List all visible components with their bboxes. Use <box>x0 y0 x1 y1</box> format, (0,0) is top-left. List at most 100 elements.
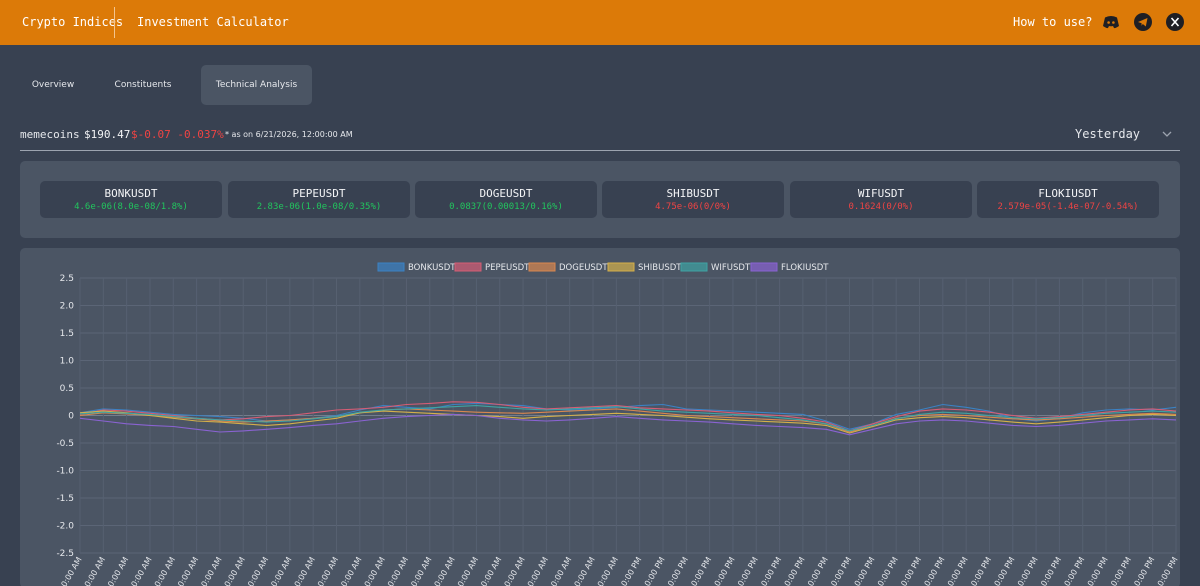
ticker-value: 4.6e-06(8.0e-08/1.8%) <box>74 202 188 212</box>
ticker-value: 2.579e-05(-1.4e-07/-0.54%) <box>997 202 1139 212</box>
x-tick-label: 0:00 PM <box>969 555 993 586</box>
series-line-shibusdt <box>79 410 1177 434</box>
legend-swatch <box>750 262 778 272</box>
x-tick-label: 0:00 AM <box>153 555 177 586</box>
ticker-card-dogeusdt[interactable]: DOGEUSDT 0.0837(0.00013/0.16%) <box>415 181 597 218</box>
x-tick-label: 0:00 PM <box>876 555 900 586</box>
brand-link[interactable]: Crypto Indices <box>22 15 124 29</box>
y-tick-label: 0.5 <box>60 384 74 394</box>
legend-label: PEPEUSDT <box>485 263 530 273</box>
chart-panel: 2.5 2.0 1.5 1.0 0.5 0 -0.5 -1.0 -1.5 -2.0 -2.5 0:00… <box>20 248 1180 586</box>
x-tick-label: 0:00 PM <box>946 555 970 586</box>
x-tick-label: 0:00 PM <box>806 555 830 586</box>
how-to-use-link[interactable]: How to use? <box>1013 15 1093 29</box>
legend-swatch <box>607 262 635 272</box>
x-tick-label: 0:00 PM <box>643 555 667 586</box>
legend-label: WIFUSDT <box>711 263 751 273</box>
y-tick-label: -0.5 <box>56 439 74 449</box>
x-tick-label: 0:00 PM <box>1063 555 1087 586</box>
x-tick-label: 0:00 PM <box>713 555 737 586</box>
x-tick-label: 0:00 PM <box>759 555 783 586</box>
x-tick-label: 0:00 AM <box>573 555 597 586</box>
ticker-value: 0.1624(0/0%) <box>848 202 914 212</box>
x-tick-label: 0:00 PM <box>1156 555 1180 586</box>
discord-icon[interactable] <box>1102 13 1120 31</box>
series-line-pepeusdt <box>79 401 1177 432</box>
ticker-value: 0.0837(0.00013/0.16%) <box>449 202 563 212</box>
x-tick-label: 0:00 PM <box>736 555 760 586</box>
y-tick-label: 2.0 <box>60 302 75 312</box>
range-select[interactable]: Yesterday <box>1075 127 1141 141</box>
x-tick-label: 0:00 PM <box>923 555 947 586</box>
legend-label: FLOKIUSDT <box>781 263 829 273</box>
x-tick-label: 0:00 AM <box>106 555 130 586</box>
x-tick-label: 0:00 AM <box>386 555 410 586</box>
y-tick-label: 2.5 <box>60 274 74 284</box>
y-tick-label: -2.0 <box>56 522 74 532</box>
y-tick-label: -1.0 <box>56 467 74 477</box>
legend-swatch <box>377 262 405 272</box>
x-tick-label: 0:00 AM <box>363 555 387 586</box>
index-change: $-0.07 -0.037% <box>131 128 224 141</box>
x-tick-label: 0:00 AM <box>596 555 620 586</box>
x-tick-label: 0:00 AM <box>59 555 83 586</box>
header-divider <box>20 150 1180 151</box>
ticker-card-flokiusdt[interactable]: FLOKIUSDT 2.579e-05(-1.4e-07/-0.54%) <box>977 181 1159 218</box>
x-tick-label: 0:00 PM <box>1039 555 1063 586</box>
x-tick-label: 0:00 PM <box>899 555 923 586</box>
x-tick-label: 0:00 PM <box>689 555 713 586</box>
x-tick-label: 0:00 AM <box>129 555 153 586</box>
tab-overview[interactable]: Overview <box>31 80 75 90</box>
x-tick-label: 0:00 AM <box>479 555 503 586</box>
ticker-name: FLOKIUSDT <box>1038 187 1098 200</box>
x-icon[interactable] <box>1166 13 1184 31</box>
x-tick-label: 0:00 PM <box>783 555 807 586</box>
ticker-name: BONKUSDT <box>104 187 158 200</box>
ticker-card-shibusdt[interactable]: SHIBUSDT 4.75e-06(0/0%) <box>602 181 784 218</box>
series-line-wifusdt <box>79 405 1177 432</box>
y-tick-label: 1.0 <box>60 357 75 367</box>
x-tick-label: 0:00 AM <box>456 555 480 586</box>
nav-divider <box>114 7 115 38</box>
ticker-card-bonkusdt[interactable]: BONKUSDT 4.6e-06(8.0e-08/1.8%) <box>40 181 222 218</box>
x-tick-label: 0:00 PM <box>829 555 853 586</box>
x-tick-label: 0:00 AM <box>293 555 317 586</box>
x-tick-label: 0:00 PM <box>666 555 690 586</box>
ticker-name: SHIBUSDT <box>666 187 720 200</box>
tab-technical-analysis[interactable]: Technical Analysis <box>201 65 312 105</box>
legend-swatch <box>454 262 482 272</box>
y-tick-label: 0 <box>68 412 74 422</box>
legend-label: SHIBUSDT <box>638 263 682 273</box>
as-of-timestamp: * as on 6/21/2026, 12:00:00 AM <box>225 130 353 139</box>
x-tick-label: 0:00 AM <box>246 555 270 586</box>
x-tick-label: 0:00 AM <box>176 555 200 586</box>
ticker-value: 4.75e-06(0/0%) <box>655 202 731 212</box>
y-tick-label: 1.5 <box>60 329 74 339</box>
chevron-down-icon[interactable] <box>1161 129 1173 139</box>
tab-constituents[interactable]: Constituents <box>114 80 172 90</box>
x-tick-label: 0:00 PM <box>993 555 1017 586</box>
series-line-dogeusdt <box>79 408 1177 433</box>
x-tick-label: 0:00 AM <box>339 555 363 586</box>
ticker-card-wifusdt[interactable]: WIFUSDT 0.1624(0/0%) <box>790 181 972 218</box>
ticker-name: DOGEUSDT <box>479 187 533 200</box>
legend-label: BONKUSDT <box>408 263 456 273</box>
x-tick-label: 0:00 AM <box>83 555 107 586</box>
investment-calculator-link[interactable]: Investment Calculator <box>137 15 289 29</box>
telegram-icon[interactable] <box>1134 13 1152 31</box>
ticker-card-pepeusdt[interactable]: PEPEUSDT 2.83e-06(1.0e-08/0.35%) <box>228 181 410 218</box>
x-tick-label: 0:00 AM <box>526 555 550 586</box>
y-tick-label: -2.5 <box>56 549 74 559</box>
ticker-name: WIFUSDT <box>857 187 905 200</box>
x-tick-label: 0:00 PM <box>1133 555 1157 586</box>
x-tick-label: 0:00 PM <box>1016 555 1040 586</box>
legend-label: DOGEUSDT <box>559 263 608 273</box>
x-tick-label: 0:00 PM <box>1109 555 1133 586</box>
x-tick-label: 0:00 AM <box>549 555 573 586</box>
x-tick-label: 0:00 AM <box>503 555 527 586</box>
x-tick-label: 0:00 AM <box>199 555 223 586</box>
x-tick-label: 0:00 PM <box>619 555 643 586</box>
ticker-value: 2.83e-06(1.0e-08/0.35%) <box>256 202 382 212</box>
x-tick-label: 0:00 AM <box>316 555 340 586</box>
top-navbar: Crypto Indices Investment Calculator How… <box>0 0 1200 45</box>
